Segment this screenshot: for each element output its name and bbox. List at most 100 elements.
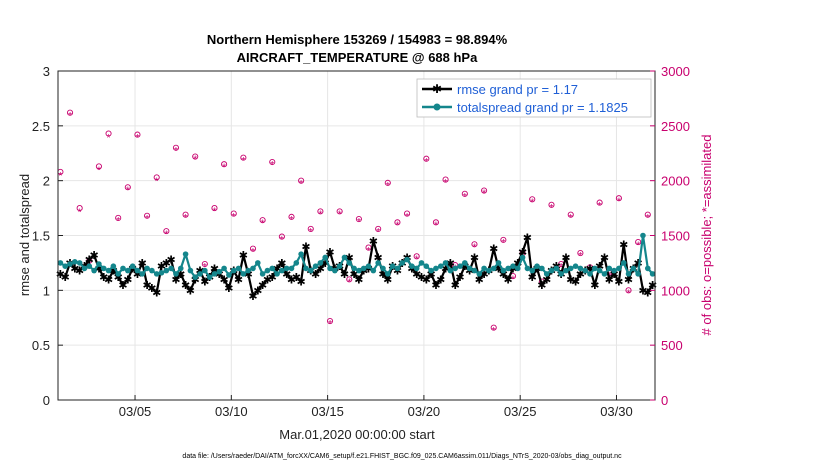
series-point-spread <box>447 267 454 274</box>
series-point-rmse: ✱ <box>431 280 440 292</box>
obs-possible-point <box>288 213 295 220</box>
obs-possible-point <box>317 208 324 215</box>
series-point-spread <box>360 265 367 272</box>
series-point-spread <box>230 267 237 274</box>
series-point-rmse: ✱ <box>465 266 474 278</box>
series-point-rmse: ✱ <box>605 274 614 286</box>
obs-assimilated-point: * <box>376 227 380 238</box>
series-point-rmse: ✱ <box>61 272 70 284</box>
series-point-rmse: ✱ <box>301 241 310 253</box>
series-point-rmse: ✱ <box>499 269 508 281</box>
series-point-spread <box>572 263 579 270</box>
obs-assimilated-point: * <box>357 217 361 228</box>
series-point-spread <box>389 263 396 270</box>
y-right-tick-label: 500 <box>661 338 683 353</box>
series-point-spread <box>625 271 632 277</box>
obs-possible-point <box>326 317 334 325</box>
series-point-spread <box>428 267 434 274</box>
series-point-spread <box>226 272 232 278</box>
series-point-spread <box>134 267 141 274</box>
obs-assimilated-point: * <box>646 213 650 224</box>
series-point-rmse: ✱ <box>85 255 94 267</box>
series-point-spread <box>322 254 329 261</box>
series-point-rmse: ✱ <box>325 247 334 259</box>
series-point-rmse: ✱ <box>513 258 522 270</box>
series-point-rmse: ✱ <box>427 269 436 281</box>
obs-possible-point <box>221 161 228 168</box>
obs-assimilated-point: * <box>270 160 274 171</box>
y-right-axis-ticks: 0 500 1000 1500 2000 2500 3000 <box>650 64 690 408</box>
series-point-rmse: ✱ <box>200 277 209 289</box>
obs-assimilated-point: * <box>241 156 245 167</box>
obs-possible-point <box>346 276 353 283</box>
series-point-spread <box>490 265 497 272</box>
series-point-spread <box>255 260 261 266</box>
series-point-spread <box>370 267 377 274</box>
obs-assimilated-point: * <box>251 247 255 258</box>
series-point-rmse: ✱ <box>277 258 286 270</box>
legend-rmse-label: rmse grand pr = 1.17 <box>457 82 578 97</box>
series-point-spread <box>616 265 622 272</box>
series-point-spread <box>394 265 401 272</box>
obs-assimilated-point: * <box>328 319 332 330</box>
series-point-rmse: ✱ <box>138 258 147 270</box>
series-point-rmse: ✱ <box>595 261 604 273</box>
obs-possible-point <box>529 196 536 203</box>
series-point-rmse: ✱ <box>470 252 479 264</box>
series-point-spread <box>100 265 107 272</box>
series-point-rmse: ✱ <box>417 272 426 284</box>
series-point-rmse: ✱ <box>316 263 325 275</box>
series-point-rmse: ✱ <box>345 252 354 264</box>
obs-possible-point <box>404 210 411 217</box>
series-point-rmse: ✱ <box>171 274 180 286</box>
series-point-rmse: ✱ <box>571 277 580 289</box>
obs-possible-point <box>423 155 430 162</box>
series-point-spread <box>240 271 247 277</box>
obs-assimilated-point: * <box>280 235 284 246</box>
y-left-tick-label: 1 <box>43 283 50 298</box>
series-point-spread <box>442 260 449 266</box>
series-point-rmse: ✱ <box>186 285 195 297</box>
series-point-spread <box>640 232 646 239</box>
obs-assimilated-point: * <box>135 133 139 144</box>
obs-assimilated-point: * <box>155 177 159 188</box>
series-point-rmse: ✱ <box>585 263 594 275</box>
obs-assimilated-point: * <box>184 213 188 224</box>
obs-possible-point <box>442 176 449 183</box>
x-tick-label: 03/25 <box>504 404 537 419</box>
series-point-spread <box>163 267 170 274</box>
legend-spread-marker <box>433 103 441 111</box>
series-point-spread <box>505 265 511 272</box>
series-point-spread <box>587 271 593 277</box>
series-point-spread <box>245 267 251 274</box>
series-point-rmse: ✱ <box>152 288 161 300</box>
series-point-rmse: ✱ <box>518 247 527 259</box>
obs-possible-point <box>134 131 141 138</box>
y-left-tick-label: 3 <box>43 64 50 79</box>
series-point-rmse: ✱ <box>215 269 224 281</box>
obs-possible-point <box>635 239 642 246</box>
series-point-rmse: ✱ <box>349 269 358 281</box>
series-point-rmse: ✱ <box>383 274 392 286</box>
obs-assimilated-point: * <box>559 262 563 273</box>
series-point-rmse: ✱ <box>340 269 349 281</box>
obs-assimilated-point: * <box>78 207 82 218</box>
obs-assimilated-point: * <box>492 326 496 337</box>
series-point-rmse: ✱ <box>504 274 513 286</box>
series-point-spread <box>264 267 271 274</box>
obs-assimilated-point: * <box>222 162 226 173</box>
series-point-spread <box>298 251 304 257</box>
obs-possible-point <box>375 225 382 232</box>
series-point-rmse: ✱ <box>157 261 166 273</box>
legend-rmse-marker: ✱ <box>432 82 442 96</box>
obs-possible-point <box>471 241 478 248</box>
series-point-spread <box>192 274 199 280</box>
series-point-rmse: ✱ <box>56 269 65 281</box>
series-point-rmse: ✱ <box>109 266 118 278</box>
series-point-spread <box>105 267 112 274</box>
series-point-rmse: ✱ <box>528 272 537 284</box>
series-point-spread <box>86 263 93 270</box>
series-point-spread <box>81 265 88 272</box>
series-point-rmse: ✱ <box>248 291 257 303</box>
obs-assimilated-point: * <box>550 203 554 214</box>
